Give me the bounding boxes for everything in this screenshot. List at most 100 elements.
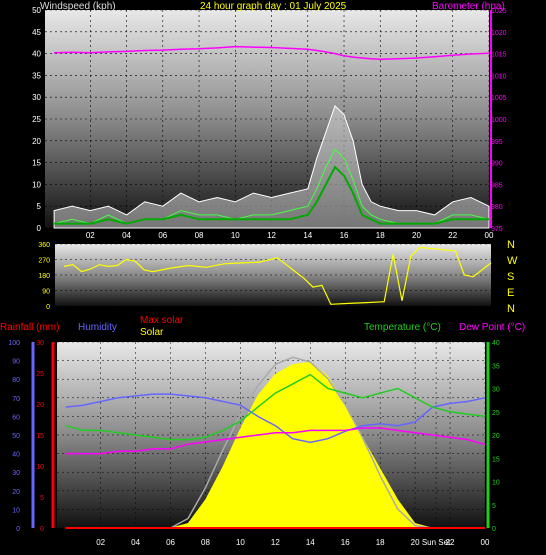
wind-xtick-label: 20	[412, 231, 421, 240]
temp-ytick-label: 30	[492, 387, 500, 394]
legend-solar: Solar	[140, 327, 164, 338]
wind-xtick-label: 14	[303, 231, 312, 240]
wind-ytick-label: 40	[32, 50, 41, 59]
dir-ytick-label: 360	[38, 242, 50, 249]
baro-ytick-label: 985	[491, 182, 503, 189]
humidity-ytick-label: 40	[12, 452, 20, 459]
rain-ytick-label: 0	[40, 526, 44, 533]
main-xtick-label: 10	[236, 538, 245, 547]
right-axis-label: Barometer (hpa)	[432, 1, 505, 12]
humidity-line	[65, 393, 486, 444]
wind-xtick-label: 02	[86, 231, 95, 240]
humidity-ytick-label: 0	[16, 526, 20, 533]
wind-ytick-label: 0	[37, 224, 42, 233]
rain-ytick-label: 20	[36, 402, 44, 409]
baro-ytick-label: 995	[491, 139, 503, 146]
main-xtick-label: 12	[271, 538, 280, 547]
wind-ytick-label: 30	[32, 93, 41, 102]
baro-ytick-label: 1025	[491, 8, 507, 15]
humidity-ytick-label: 90	[12, 359, 20, 366]
direction-panel-bg	[55, 244, 491, 306]
wind-ytick-label: 35	[32, 71, 41, 80]
baro-ytick-label: 1015	[491, 52, 507, 59]
main-xtick-label: 18	[376, 538, 385, 547]
rain-ytick-label: 25	[36, 371, 44, 378]
compass-n-top: N	[507, 239, 515, 251]
temp-ytick-label: 10	[492, 480, 500, 487]
dir-ytick-label: 0	[46, 304, 50, 311]
wind-xtick-label: 18	[376, 231, 385, 240]
wind-xtick-label: 04	[122, 231, 131, 240]
temp-ytick-label: 5	[492, 503, 496, 510]
left-axis-label: Windspeed (kph)	[40, 1, 116, 12]
wind-xtick-label: 10	[231, 231, 240, 240]
legend-humidity: Humidity	[78, 322, 117, 333]
baro-ytick-label: 1000	[491, 117, 507, 124]
wind-ytick-label: 20	[32, 137, 41, 146]
dir-ytick-label: 270	[38, 258, 50, 265]
compass-s: S	[507, 271, 514, 283]
main-xtick-label: 22	[446, 538, 455, 547]
humidity-ytick-label: 30	[12, 470, 20, 477]
dir-ytick-label: 180	[38, 273, 50, 280]
wind-ytick-label: 15	[32, 159, 41, 168]
main-xtick-label: 14	[306, 538, 315, 547]
wind-xtick-label: 22	[448, 231, 457, 240]
wind-xtick-label: 06	[158, 231, 167, 240]
baro-ytick-label: 1010	[491, 73, 507, 80]
temp-ytick-label: 40	[492, 340, 500, 347]
main-xtick-label: 06	[166, 538, 175, 547]
wind-xtick-label: 08	[195, 231, 204, 240]
baro-ytick-label: 990	[491, 161, 503, 168]
legend-temperature: Temperature (°C)	[364, 322, 441, 333]
compass-e: E	[507, 287, 514, 299]
main-xtick-label: 00	[481, 538, 490, 547]
temp-ytick-label: 20	[492, 433, 500, 440]
legend-dewpoint: Dew Point (°C)	[459, 322, 525, 333]
baro-ytick-label: 1020	[491, 30, 507, 37]
temp-ytick-label: 35	[492, 363, 500, 370]
temp-ytick-label: 0	[492, 526, 496, 533]
compass-n-bottom: N	[507, 303, 515, 315]
temp-ytick-label: 15	[492, 456, 500, 463]
main-xtick-label: Sun Set	[422, 538, 451, 547]
humidity-ytick-label: 80	[12, 377, 20, 384]
rain-ytick-label: 5	[40, 495, 44, 502]
wind-average-line	[54, 165, 489, 225]
humidity-ytick-label: 100	[8, 340, 20, 347]
baro-ytick-label: 1005	[491, 95, 507, 102]
wind-xtick-label: 12	[267, 231, 276, 240]
rain-ytick-label: 10	[36, 464, 44, 471]
main-xtick-label: 04	[131, 538, 140, 547]
main-xtick-label: 02	[96, 538, 105, 547]
wind-xtick-label: 16	[340, 231, 349, 240]
wind-xtick-label: 00	[485, 231, 494, 240]
barometer-line	[54, 45, 490, 61]
wind-ytick-label: 45	[32, 28, 41, 37]
humidity-ytick-label: 20	[12, 489, 20, 496]
gust-line	[53, 104, 490, 229]
wind-ytick-label: 5	[37, 202, 42, 211]
baro-ytick-label: 975	[491, 226, 503, 233]
main-xtick-label: 20	[411, 538, 420, 547]
legend-rainfall: Rainfall (mm)	[0, 322, 59, 333]
humidity-ytick-label: 50	[12, 433, 20, 440]
wind-ytick-label: 10	[32, 180, 41, 189]
humidity-ytick-label: 60	[12, 414, 20, 421]
compass-w: W	[507, 255, 518, 267]
wind-direction-line	[63, 246, 492, 305]
humidity-ytick-label: 10	[12, 507, 20, 514]
main-xtick-label: 16	[341, 538, 350, 547]
wind-ytick-label: 50	[32, 6, 41, 15]
chart-title: 24 hour graph day : 01 July 2025	[200, 1, 347, 12]
baro-ytick-label: 980	[491, 204, 503, 211]
wind-ytick-label: 25	[32, 115, 41, 124]
dir-ytick-label: 90	[42, 289, 50, 296]
humidity-ytick-label: 70	[12, 396, 20, 403]
temp-ytick-label: 25	[492, 410, 500, 417]
temperature-line	[65, 373, 486, 441]
main-xtick-label: 08	[201, 538, 210, 547]
dewpoint-line	[65, 427, 486, 455]
rain-ytick-label: 30	[36, 340, 44, 347]
